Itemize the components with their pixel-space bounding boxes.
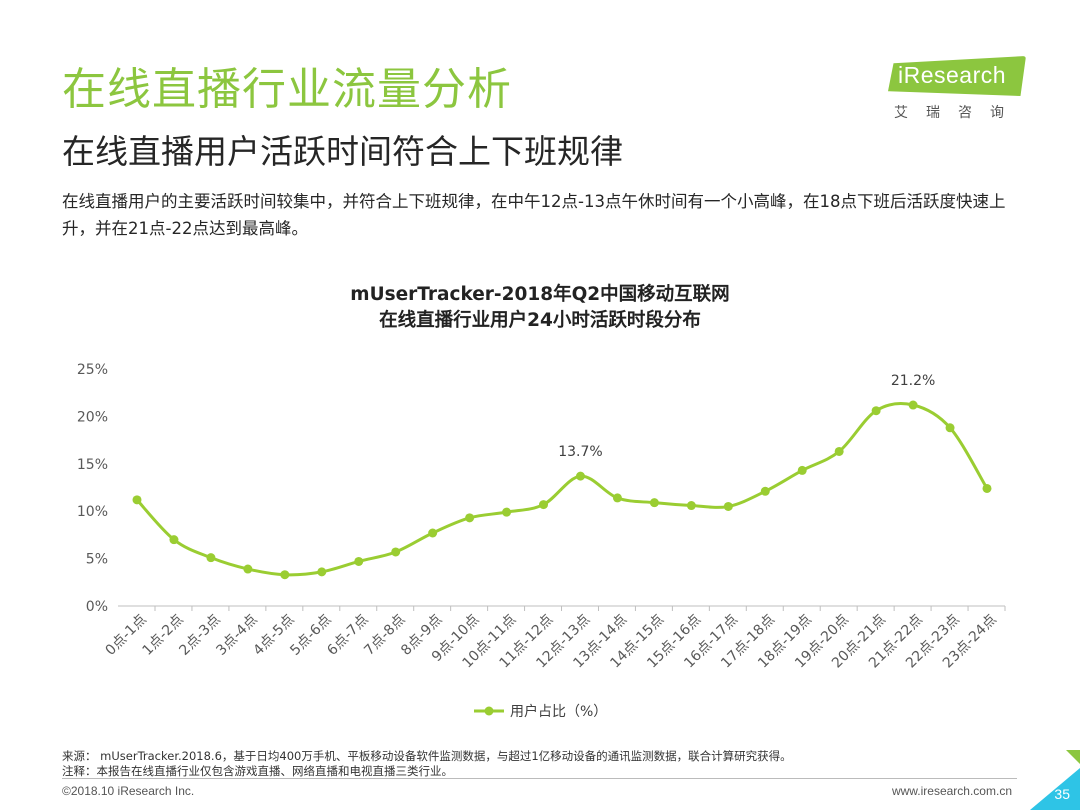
data-point: [575, 471, 585, 481]
footer-source: 来源： mUserTracker.2018.6，基于日均400万手机、平板移动设…: [62, 749, 792, 763]
logo-cn-text: 艾瑞咨询: [894, 105, 1022, 121]
data-point: [908, 400, 918, 410]
y-tick-label: 5%: [86, 552, 108, 568]
legend-label: 用户占比（%）: [510, 703, 607, 720]
data-point: [391, 547, 401, 557]
legend-marker: [484, 706, 494, 716]
line-chart: 0%5%10%15%20%25%0点-1点1点-2点2点-3点3点-4点4点-5…: [77, 362, 1006, 720]
y-tick-label: 0%: [86, 599, 108, 615]
data-point: [465, 513, 475, 523]
y-tick-label: 10%: [77, 504, 108, 520]
footer-note: 注释：本报告在线直播行业仅包含游戏直播、网络直播和电视直播三类行业。: [62, 764, 453, 778]
data-point: [132, 495, 142, 505]
y-tick-label: 20%: [77, 409, 108, 425]
data-point: [834, 446, 844, 456]
data-point: [649, 498, 659, 508]
data-point: [354, 556, 364, 566]
footer-divider: [62, 778, 1017, 779]
data-point: [612, 493, 622, 503]
page-description: 在线直播用户的主要活跃时间较集中，并符合上下班规律，在中午12点-13点午休时间…: [62, 192, 1006, 238]
series-line: [135, 402, 989, 577]
chart-title-line-2: 在线直播行业用户24小时活跃时段分布: [379, 310, 701, 331]
data-point: [760, 486, 770, 496]
data-point: [502, 507, 512, 517]
y-tick-label: 25%: [77, 362, 108, 378]
data-point: [169, 535, 179, 545]
data-point: [982, 483, 992, 493]
y-tick-label: 15%: [77, 457, 108, 473]
logo-mark-icon: [888, 56, 1026, 96]
data-point: [539, 500, 549, 510]
data-point: [317, 567, 327, 577]
page-title: 在线直播行业流量分析: [62, 64, 512, 115]
chart-title-line-1: mUserTracker-2018年Q2中国移动互联网: [350, 284, 730, 305]
data-point: [243, 564, 253, 574]
copyright: ©2018.10 iResearch Inc.: [62, 784, 195, 798]
logo-text: iResearch: [898, 62, 1007, 88]
data-point: [206, 553, 216, 563]
corner-decoration-icon: [1030, 750, 1080, 810]
iresearch-logo: iResearch 艾瑞咨询: [888, 56, 1028, 126]
page-number: 35: [1054, 786, 1070, 802]
data-point: [871, 406, 881, 416]
data-point: [280, 570, 290, 580]
data-point: [428, 528, 438, 538]
data-point: [945, 423, 955, 433]
data-point: [723, 501, 733, 511]
data-label: 13.7%: [558, 444, 602, 460]
page-subtitle: 在线直播用户活跃时间符合上下班规律: [62, 132, 623, 171]
data-point: [686, 501, 696, 511]
website-url: www.iresearch.com.cn: [891, 784, 1012, 798]
data-label: 21.2%: [891, 373, 935, 389]
data-point: [797, 465, 807, 475]
